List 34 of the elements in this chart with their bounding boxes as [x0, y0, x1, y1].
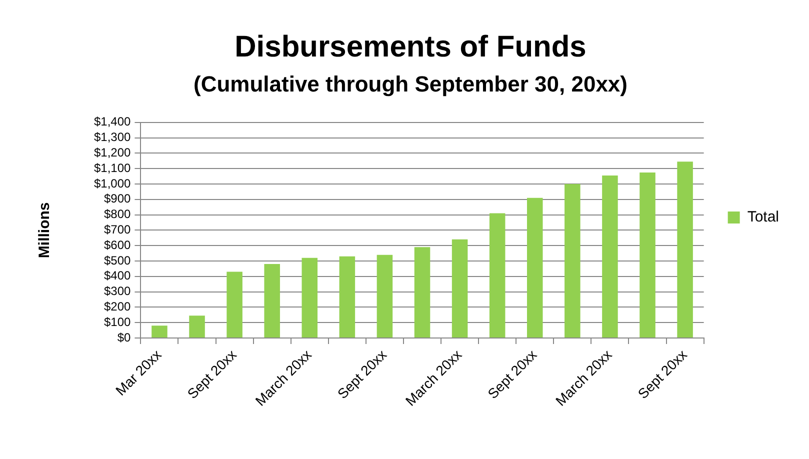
y-tick-label: $1,100 [94, 160, 132, 175]
bar [226, 272, 242, 338]
bar [640, 172, 656, 338]
bar [527, 198, 543, 338]
y-tick-label: $200 [104, 299, 132, 314]
legend-label: Total [747, 208, 780, 226]
y-tick-label: $0 [117, 330, 132, 344]
y-tick-label: $300 [104, 284, 132, 298]
y-axis-title: Millions [36, 202, 54, 258]
bar [189, 316, 205, 338]
bar [452, 239, 468, 338]
bar [264, 264, 280, 338]
y-tick-label: $700 [104, 222, 132, 236]
y-tick-label: $400 [104, 268, 132, 283]
bar [677, 162, 693, 338]
y-tick-label: $1,300 [94, 130, 132, 144]
y-tick-label: $900 [104, 192, 132, 206]
chart-subtitle: (Cumulative through September 30, 20xx) [194, 71, 628, 96]
chart-title: Disbursements of Funds [234, 30, 586, 64]
y-tick-label: $100 [104, 314, 132, 329]
y-tick-label: $1,400 [94, 114, 132, 129]
bar [376, 254, 393, 338]
bar [564, 184, 580, 338]
bar [414, 247, 430, 338]
y-tick-label: $600 [104, 238, 132, 252]
y-tick-label: $1,000 [94, 176, 132, 190]
y-tick-label: $500 [104, 253, 132, 268]
bar [339, 256, 356, 338]
y-tick-label: $800 [104, 207, 132, 222]
bar [489, 213, 506, 338]
bar [152, 326, 168, 338]
y-tick-label: $1,200 [94, 146, 132, 160]
bar [602, 176, 618, 338]
bar [302, 258, 318, 338]
